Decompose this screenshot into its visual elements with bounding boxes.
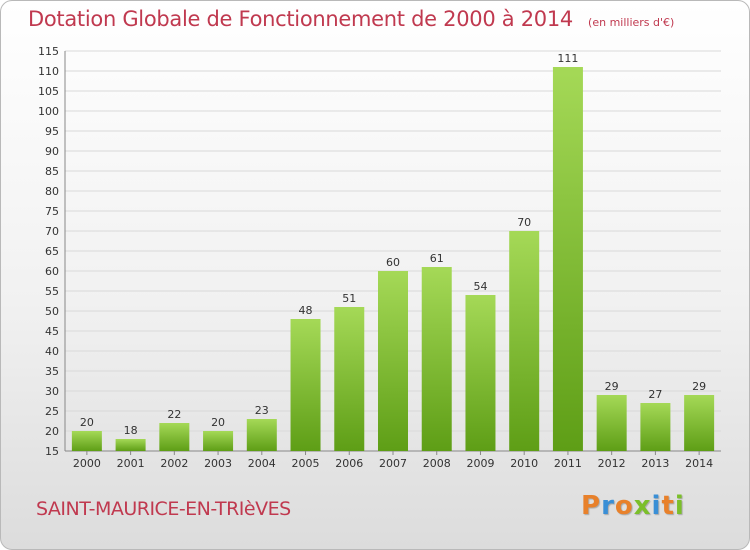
x-tick-label: 2011 [554,457,582,470]
bar [640,403,671,451]
y-tick-label: 25 [45,405,59,418]
bar [421,267,452,451]
bar-value-label: 54 [473,280,487,293]
y-tick-label: 55 [45,285,59,298]
y-tick-label: 60 [45,265,59,278]
bar [290,319,321,451]
x-tick-label: 2004 [248,457,276,470]
bar-value-label: 48 [299,304,313,317]
brand-letter: i [651,491,662,521]
y-tick-label: 75 [45,205,59,218]
y-tick-label: 35 [45,365,59,378]
bar [596,395,627,451]
commune-name: SAINT-MAURICE-EN-TRIèVES [36,498,291,520]
bar [159,423,190,451]
bar-value-label: 111 [557,52,578,65]
brand-letter: o [614,491,634,521]
chart-title: Dotation Globale de Fonctionnement de 20… [28,7,573,31]
x-tick-label: 2010 [510,457,538,470]
bar [203,431,234,451]
y-tick-label: 15 [45,445,59,458]
bar-value-label: 51 [342,292,356,305]
bar-value-label: 60 [386,256,400,269]
y-tick-label: 40 [45,345,59,358]
bar [334,307,365,451]
bar-value-label: 23 [255,404,269,417]
x-tick-label: 2008 [423,457,451,470]
brand-letter: t [661,491,675,521]
y-tick-label: 20 [45,425,59,438]
y-tick-label: 110 [38,65,59,78]
y-tick-label: 45 [45,325,59,338]
value-labels: 20 18 22 20 23 48 51 60 61 54 70 111 29 27 29 [80,52,706,437]
bar-value-label: 20 [211,416,225,429]
bar-value-label: 20 [80,416,94,429]
bar-value-label: 18 [124,424,138,437]
bar [246,419,277,451]
x-tick-label: 2005 [292,457,320,470]
y-tick-label: 90 [45,145,59,158]
y-tick-label: 85 [45,165,59,178]
x-tick-label: 2003 [204,457,232,470]
bar-value-label: 61 [430,252,444,265]
y-tick-label: 105 [38,85,59,98]
y-tick-label: 80 [45,185,59,198]
x-tick-label: 2002 [160,457,188,470]
brand-letter: r [601,491,615,521]
bar-value-label: 27 [648,388,662,401]
y-tick-label: 95 [45,125,59,138]
y-tick-label: 100 [38,105,59,118]
x-tick-label: 2014 [685,457,713,470]
y-tick-label: 115 [38,45,59,58]
title-block: Dotation Globale de Fonctionnement de 20… [28,7,674,31]
y-tick-labels: 15 20 25 30 35 40 45 50 55 60 65 70 75 80 85 90 95 100 105… [38,45,59,458]
x-tick-label: 2007 [379,457,407,470]
bar [509,231,540,451]
x-tick-label: 2009 [466,457,494,470]
bar-value-label: 22 [167,408,181,421]
bars [71,67,715,451]
x-tick-label: 2001 [117,457,145,470]
bar [684,395,715,451]
x-tick-label: 2012 [598,457,626,470]
bar [552,67,583,451]
x-tick-label: 2000 [73,457,101,470]
bar [71,431,102,451]
brand-letter: i [674,491,685,521]
y-tick-label: 65 [45,245,59,258]
bar [378,271,408,451]
y-tick-label: 50 [45,305,59,318]
bar-value-label: 29 [605,380,619,393]
x-tick-label: 2006 [335,457,363,470]
y-tick-label: 70 [45,225,59,238]
brand-logo: Proxiti [581,491,685,521]
brand-letter: x [633,491,652,521]
brand-letter: P [581,491,602,521]
bar [115,439,146,451]
x-tick-labels: 2000 2001 2002 2003 2004 2005 2006 2007 2008 2009… [73,457,713,470]
bar-value-label: 29 [692,380,706,393]
chart-unit: (en milliers d'€) [588,16,675,29]
x-tick-label: 2013 [641,457,669,470]
y-tick-label: 30 [45,385,59,398]
bar [465,295,496,451]
bar-value-label: 70 [517,216,531,229]
